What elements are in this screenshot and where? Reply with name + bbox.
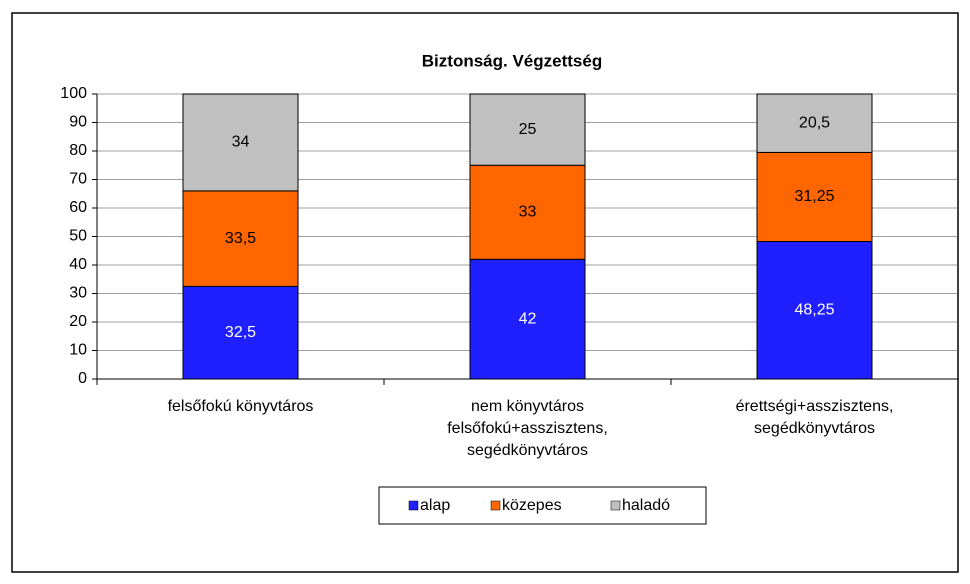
- y-tick-label: 70: [69, 171, 87, 188]
- legend-label: haladó: [622, 497, 670, 514]
- y-tick-label: 100: [60, 85, 87, 102]
- data-label: 25: [519, 121, 537, 138]
- legend-label: közepes: [502, 497, 562, 514]
- bar-segment: [182, 285, 299, 380]
- data-label: 33,5: [225, 230, 256, 247]
- bar-segment: [756, 240, 873, 380]
- y-tick-label: 80: [69, 142, 87, 159]
- data-label: 31,25: [794, 188, 834, 205]
- data-label: 33: [519, 203, 537, 220]
- y-tick-label: 30: [69, 285, 87, 302]
- bar-segment: [469, 164, 586, 260]
- data-label: 48,25: [794, 301, 834, 318]
- legend-swatch: [490, 500, 501, 511]
- data-label: 34: [232, 134, 250, 151]
- data-label: 32,5: [225, 324, 256, 341]
- data-label: 20,5: [799, 114, 830, 131]
- bar-segment: [469, 93, 586, 166]
- bar-segment: [182, 190, 299, 287]
- x-tick-label: érettségi+asszisztens, segédkönyvtáros: [736, 398, 894, 437]
- chart-title: Biztonság. Végzettség: [422, 51, 602, 70]
- y-tick-label: 10: [69, 342, 87, 359]
- y-tick-label: 50: [69, 228, 87, 245]
- legend-swatch: [408, 500, 419, 511]
- y-tick-label: 20: [69, 313, 87, 330]
- y-tick-label: 90: [69, 114, 87, 131]
- y-tick-label: 0: [78, 370, 87, 387]
- y-tick-label: 60: [69, 199, 87, 216]
- x-tick-label: felsőfokú könyvtáros: [168, 398, 314, 415]
- bar-segment: [469, 258, 586, 380]
- bar-segment: [182, 93, 299, 192]
- bar-segment: [756, 93, 873, 153]
- data-label: 42: [519, 310, 537, 327]
- legend-swatch: [610, 500, 621, 511]
- bar-segment: [756, 151, 873, 242]
- y-tick-label: 40: [69, 256, 87, 273]
- legend-box: [378, 486, 707, 525]
- legend-label: alap: [420, 497, 450, 514]
- x-tick-label: nem könyvtáros felsőfokú+asszisztens, segé…: [447, 398, 608, 459]
